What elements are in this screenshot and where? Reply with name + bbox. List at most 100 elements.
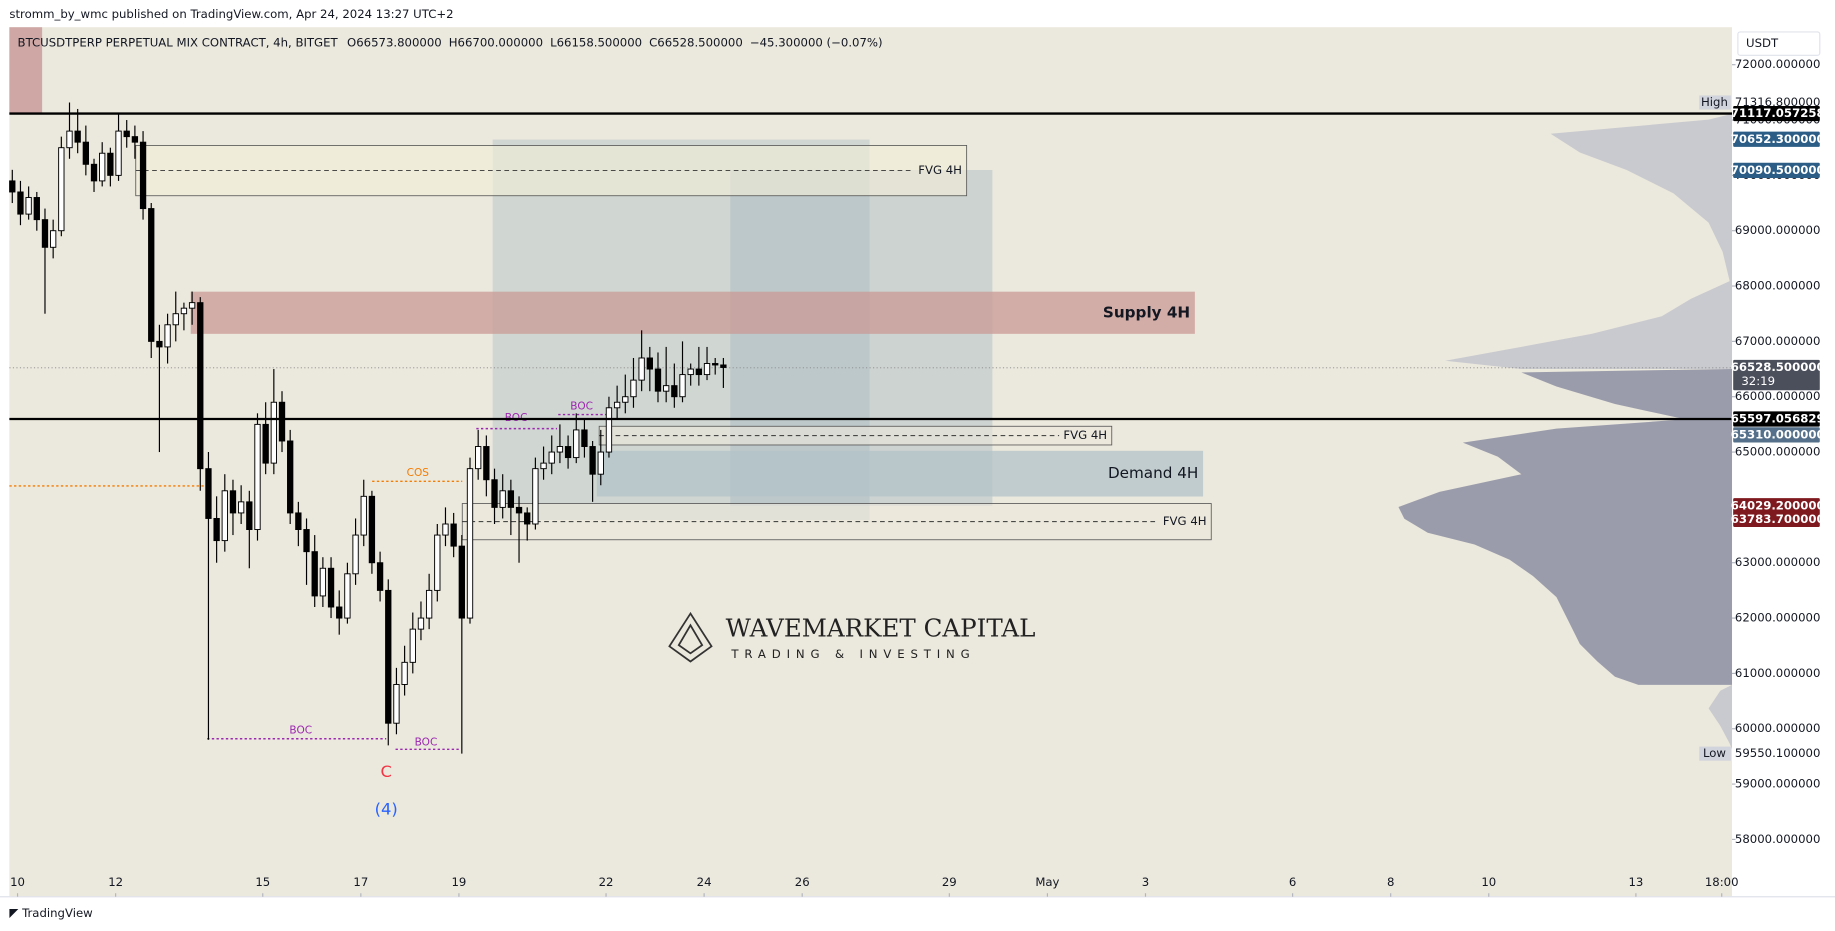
x-tick-label: May — [1035, 875, 1059, 889]
candle-body — [49, 230, 57, 248]
candle-body — [491, 479, 498, 508]
candle-body — [25, 197, 32, 215]
x-tick-label: 12 — [108, 875, 123, 889]
price-tag — [1733, 511, 1820, 527]
candle-body — [123, 130, 130, 138]
candle-body — [360, 495, 367, 536]
candle-body — [90, 163, 98, 182]
x-tick-label: 18:00 — [1705, 875, 1739, 889]
annotation: BOC — [415, 736, 438, 748]
candle-body — [287, 440, 294, 514]
candle-body — [483, 446, 490, 481]
price-tag-label: 65597.056829 — [1731, 412, 1825, 426]
x-tick-label: 29 — [942, 875, 957, 889]
candle-body — [499, 490, 506, 508]
x-tick-label: 22 — [599, 875, 614, 889]
y-tick-label: 72000.000000 — [1735, 57, 1821, 71]
candle-body — [663, 385, 670, 392]
change-value: −45.300000 (−0.07%) — [750, 35, 883, 49]
y-tick-label: 59000.000000 — [1735, 777, 1821, 791]
candle-body — [622, 396, 629, 403]
candle-body — [687, 368, 694, 376]
tag-text: High — [1701, 95, 1728, 109]
volume-profile — [1445, 113, 1733, 369]
price-tag-label: 70652.300000 — [1731, 132, 1825, 146]
candle-body — [82, 141, 90, 165]
candle-body — [515, 506, 523, 514]
candle-body — [540, 462, 547, 470]
candle-body — [213, 517, 220, 542]
y-tick-label: 63000.000000 — [1735, 555, 1821, 569]
candle-body — [564, 446, 572, 459]
x-tick-label: 3 — [1142, 875, 1149, 889]
x-tick-label: 10 — [10, 875, 25, 889]
candle-body — [33, 197, 40, 221]
annotation: C — [380, 762, 391, 781]
candle-body — [695, 368, 703, 376]
x-tick-label: 10 — [1481, 875, 1496, 889]
price-tag-label: 70090.500000 — [1731, 163, 1825, 177]
x-tick-label: 26 — [795, 875, 810, 889]
price-tag — [1733, 411, 1820, 427]
candle-body — [434, 534, 441, 591]
y-tick-label: 65000.000000 — [1735, 445, 1821, 459]
symbol-title: BTCUSDTPERP PERPETUAL MIX CONTRACT, 4h, … — [18, 35, 883, 49]
candle-body — [450, 523, 457, 547]
price-tag-label: 71117.057258 — [1731, 106, 1825, 120]
candle-body — [401, 661, 408, 685]
price-tag — [1733, 359, 1820, 391]
currency-label[interactable]: USDT — [1746, 36, 1779, 50]
published-line: stromm_by_wmc published on TradingView.c… — [9, 7, 453, 21]
zone — [596, 450, 1204, 497]
candle-body — [368, 495, 376, 564]
candle-body — [311, 551, 318, 597]
price-tag-label: 65310.000000 — [1731, 427, 1825, 441]
candle-body — [712, 363, 719, 366]
candle-body — [303, 529, 310, 553]
candle-body — [703, 363, 711, 376]
zone — [461, 503, 1212, 541]
watermark-subtitle: TRADING & INVESTING — [730, 647, 975, 661]
y-tick-label: 61000.000000 — [1735, 666, 1821, 680]
y-tick-label: 62000.000000 — [1735, 611, 1821, 625]
candle-body — [679, 374, 686, 398]
candle-body — [597, 451, 604, 475]
y-tick-label: 60000.000000 — [1735, 721, 1821, 735]
candle-body — [148, 208, 155, 342]
tag-box — [1699, 746, 1731, 761]
candle-body — [393, 684, 400, 724]
candle-body — [507, 490, 515, 508]
candle-body — [613, 401, 621, 409]
candle-body — [107, 152, 114, 176]
candle-body — [197, 302, 204, 470]
currency-button[interactable] — [1737, 31, 1821, 56]
ohlc-value: L66158.500000 — [550, 35, 642, 49]
candle-body — [556, 446, 564, 453]
y-tick-label: 58000.000000 — [1735, 832, 1821, 846]
candle-body — [548, 451, 555, 464]
y-tick-label: 66000.000000 — [1735, 389, 1821, 403]
candle-body — [237, 501, 245, 514]
x-tick-label: 17 — [353, 875, 368, 889]
candle-body — [605, 407, 613, 453]
annotation: COS — [407, 467, 430, 479]
candle-body — [409, 628, 416, 663]
candle-body — [41, 219, 49, 248]
x-tick-label: 24 — [697, 875, 712, 889]
zone-label: FVG 4H — [918, 163, 962, 177]
zone-label: FVG 4H — [1063, 428, 1107, 442]
candle-body — [188, 302, 196, 309]
price-tag — [1733, 162, 1820, 178]
candle-body — [671, 385, 678, 398]
candle-body — [466, 468, 474, 619]
price-tag — [1733, 105, 1820, 122]
candle-body — [458, 545, 465, 619]
background-layer — [9, 27, 1733, 750]
candle-body — [139, 141, 147, 210]
price-tag — [1733, 427, 1820, 443]
candle-body — [589, 446, 596, 475]
candle-body — [352, 534, 359, 575]
candle-body — [524, 512, 531, 525]
candle-body — [475, 446, 482, 470]
